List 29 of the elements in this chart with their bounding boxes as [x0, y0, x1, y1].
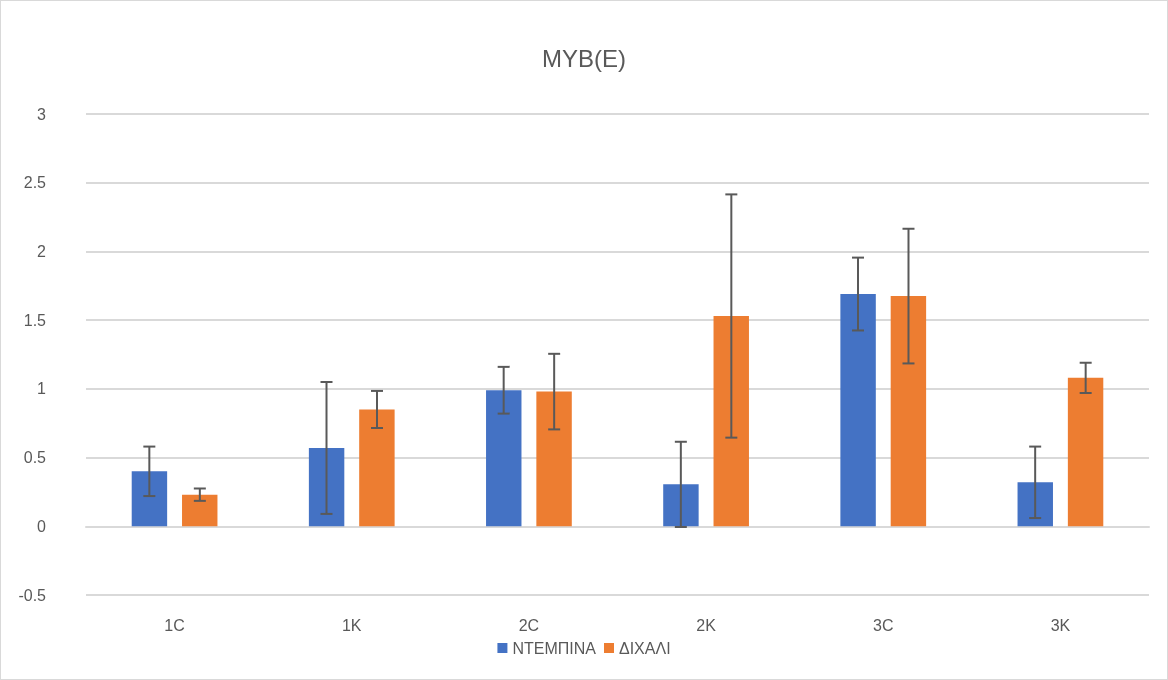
x-tick-label: 3K	[1050, 616, 1071, 634]
y-tick-label: 2	[37, 242, 47, 260]
bar	[308, 447, 345, 527]
bar	[486, 390, 522, 527]
x-tick-label: 1C	[164, 616, 185, 634]
y-tick-label: 3	[37, 105, 47, 123]
chart-title: MYB(E)	[542, 44, 626, 72]
y-tick-label: -0.5	[18, 586, 47, 604]
bar	[536, 391, 572, 527]
x-tick-label: 2K	[696, 616, 717, 634]
bar	[713, 316, 749, 527]
y-tick-label: 1	[37, 380, 47, 398]
bar	[359, 409, 395, 527]
bar	[663, 484, 699, 527]
x-tick-label: 3C	[873, 616, 894, 634]
bar	[1067, 377, 1104, 527]
bar	[182, 494, 218, 527]
x-tick-label: 1K	[341, 616, 362, 634]
y-tick-label: 2.5	[23, 174, 47, 192]
bar	[131, 471, 168, 527]
x-tick-label: 2C	[518, 616, 540, 634]
legend-label: ΝΤΕΜΠΙΝΑ	[512, 639, 597, 657]
y-tick-label: 1.5	[23, 311, 47, 329]
bar	[890, 296, 927, 527]
bar	[1017, 482, 1053, 527]
bar	[840, 294, 876, 527]
legend-label: ΔΙΧΑΛΙ	[618, 639, 671, 657]
y-tick-label: 0.5	[23, 449, 47, 467]
y-tick-label: 0	[37, 517, 47, 535]
